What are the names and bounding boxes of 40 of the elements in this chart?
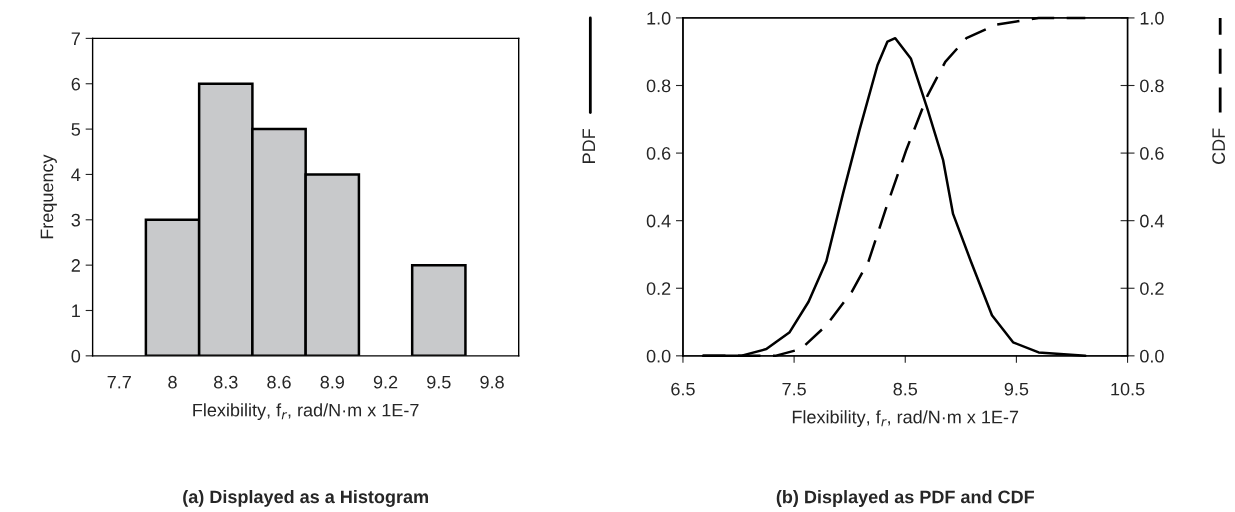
y-tick-label: 0 <box>71 349 81 363</box>
y-tick-label: 4 <box>71 168 81 181</box>
x-tick-label: 9.8 <box>480 375 504 389</box>
y2-tick-label: 0.0 <box>1140 349 1164 363</box>
x-tick-label: 9.5 <box>427 375 451 389</box>
text: (a) Displayed as a Histogram <box>183 489 428 507</box>
y-tick-label: 0.4 <box>646 214 671 228</box>
y2-axis-title: CDF <box>1212 128 1226 164</box>
y2-tick-label: 0.2 <box>1140 282 1164 295</box>
y-tick-label: 3 <box>71 213 81 227</box>
x-tick-label: 8 <box>168 375 177 389</box>
y-axis-title: PDF <box>582 129 595 163</box>
y-tick-label: 1.0 <box>647 11 671 25</box>
y-tick-label: 0.2 <box>646 282 671 295</box>
x-tick-label: 8.3 <box>214 375 238 389</box>
y-tick-label: 1 <box>72 304 80 318</box>
x-tick-label: 7.5 <box>782 382 806 396</box>
x-tick-label: 10.5 <box>1111 382 1145 396</box>
x-tick-label: 7.7 <box>107 375 131 389</box>
x-tick-label: 8.9 <box>320 375 344 389</box>
x-tick-label: 9.2 <box>373 375 398 389</box>
text: (b) Displayed as PDF and CDF <box>776 490 1035 507</box>
x-tick-label: 8.5 <box>893 382 918 396</box>
x-axis-title: Flexibility, f$_{r}$, rad/N·m x 1E-7 <box>193 403 419 421</box>
y2-tick-label: 0.6 <box>1140 147 1164 160</box>
y2-tick-label: 0.8 <box>1140 79 1164 93</box>
y-tick-label: 2 <box>71 259 80 272</box>
y-tick-label: 0.0 <box>646 349 671 363</box>
x-tick-label: 8.6 <box>267 375 291 389</box>
y-tick-label: 0.6 <box>646 147 671 160</box>
y-tick-label: 6 <box>71 77 81 91</box>
y2-tick-label: 0.4 <box>1140 214 1164 228</box>
y-tick-label: 7 <box>71 32 80 45</box>
x-tick-label: 6.5 <box>671 382 695 396</box>
y2-tick-label: 1.0 <box>1140 11 1164 25</box>
y-tick-label: 0.8 <box>646 79 671 93</box>
y-axis-title: Frequency <box>40 154 57 239</box>
x-tick-label: 9.5 <box>1004 382 1029 396</box>
x-axis-title: Flexibility, f$_{r}$, rad/N·m x 1E-7 <box>792 410 1019 427</box>
y-tick-label: 5 <box>71 123 81 136</box>
